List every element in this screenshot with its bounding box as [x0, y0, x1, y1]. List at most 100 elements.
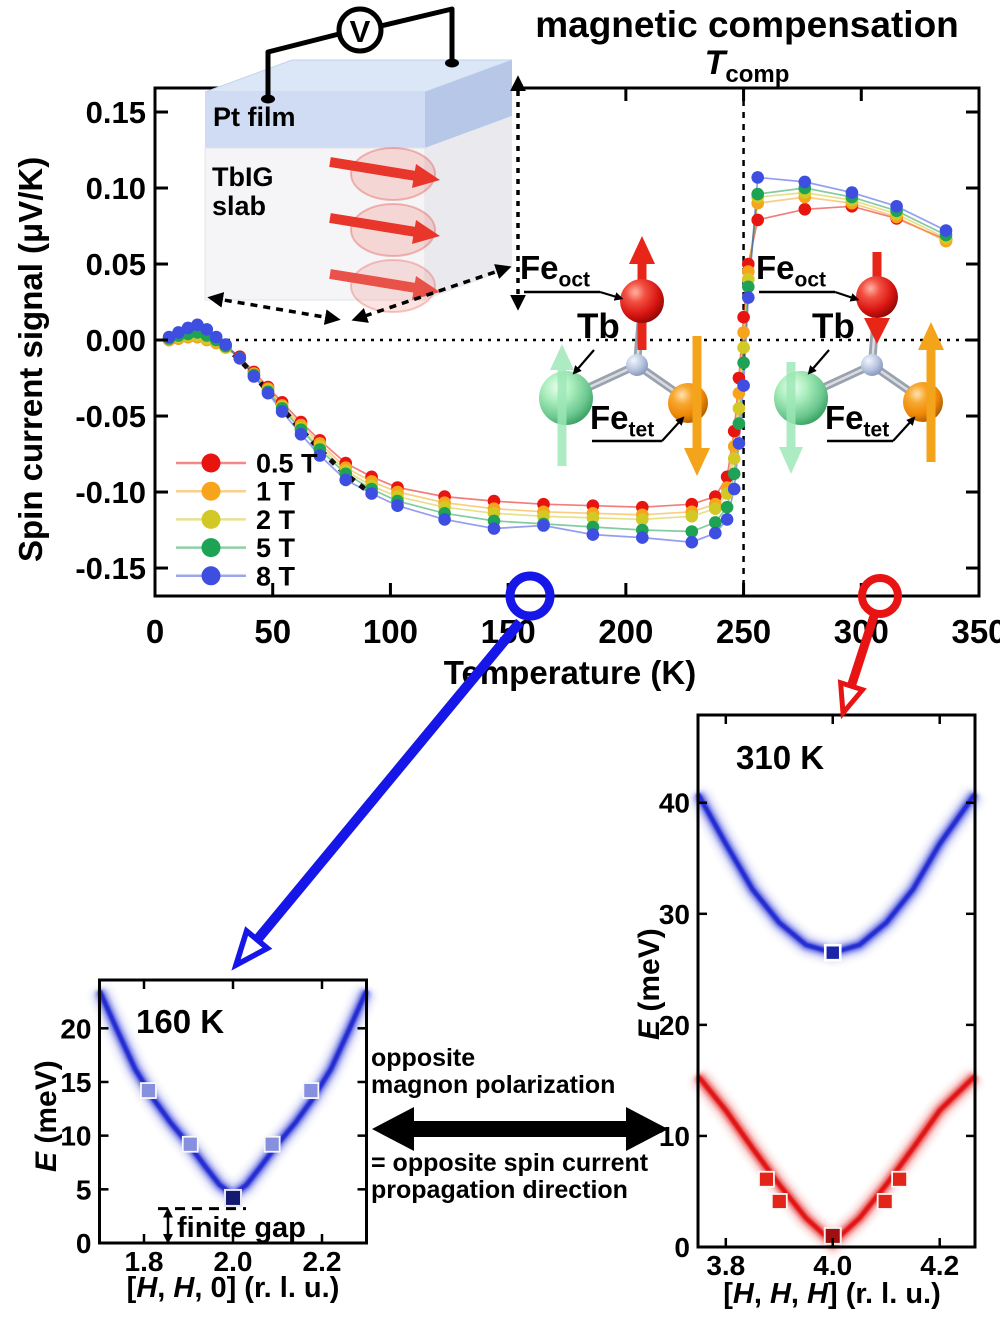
- data-point: [720, 513, 734, 526]
- x-tick-label: 2.2: [303, 1246, 342, 1277]
- data-point: [200, 323, 214, 336]
- spin-cone-1: [329, 147, 440, 201]
- data-point: [365, 487, 378, 500]
- data-point: [313, 449, 327, 462]
- contact-right: [445, 58, 459, 68]
- data-point: [727, 452, 741, 465]
- feoct-moment-down-head: [864, 318, 890, 344]
- y-tick-label: 5: [76, 1174, 92, 1205]
- fetet-pointer-arrow: [661, 416, 685, 442]
- marker-circle-160K: [505, 571, 555, 621]
- tbig-slab-label: TbIG slab: [212, 163, 274, 221]
- tcomp-label: Tcomp: [647, 44, 847, 89]
- square-marker: [891, 1170, 909, 1188]
- legend-marker: [201, 538, 221, 558]
- finite-gap-label: finite gap: [177, 1212, 306, 1244]
- pt-film-label: Pt film: [213, 102, 296, 132]
- spin-structure-below-tcomp: [524, 236, 710, 476]
- legend-label: 8 T: [256, 561, 296, 591]
- data-point: [709, 502, 722, 515]
- x-tick-label: 3.8: [706, 1250, 745, 1281]
- data-point: [720, 500, 734, 514]
- dispersion-chart-310K: 3.8 4.0 4.2 0 10 20 30 40: [659, 713, 982, 1281]
- data-point: [537, 519, 550, 532]
- temperature-label-310K: 310 K: [736, 739, 825, 776]
- blue-arrow-to-160K-plot: [253, 618, 524, 944]
- data-point: [586, 528, 600, 541]
- square-marker: [758, 1170, 775, 1188]
- data-point: [275, 405, 289, 418]
- y-tick-label: 0.15: [86, 95, 146, 130]
- y-tick-label: 10: [659, 1121, 690, 1152]
- marker-circle-310K: [858, 574, 902, 618]
- square-marker: [770, 1193, 788, 1210]
- x-tick-label: 1.8: [125, 1246, 164, 1277]
- data-point: [727, 482, 741, 496]
- square-marker: [302, 1082, 320, 1099]
- x-tick-label: 350: [951, 613, 1000, 650]
- data-point: [732, 417, 746, 430]
- y-tick-label: 10: [60, 1121, 91, 1152]
- spin-current-chart: 0501001502002503003500.150.100.050.00-0.…: [75, 86, 1000, 650]
- x-tick-label: 0: [146, 613, 164, 650]
- data-point: [751, 171, 764, 184]
- data-point: [939, 224, 953, 237]
- y-tick-label: 20: [659, 1010, 690, 1041]
- data-point: [727, 467, 741, 481]
- tb-label-left: Tb: [577, 307, 620, 346]
- x-tick-label: 100: [363, 613, 418, 650]
- tb-label-right: Tb: [812, 307, 855, 346]
- data-point: [742, 291, 755, 304]
- data-point: [685, 535, 699, 549]
- y-tick-label: -0.15: [75, 551, 146, 586]
- data-point: [737, 379, 750, 392]
- tbig-side: [425, 116, 512, 300]
- data-point: [751, 213, 764, 227]
- fetet-moment-down: [684, 336, 710, 476]
- data-point: [391, 499, 404, 512]
- spin-cone-2: [329, 203, 440, 257]
- data-point: [685, 510, 699, 523]
- x-tick-label: 4.2: [920, 1250, 959, 1281]
- data-point: [845, 186, 859, 199]
- dotted-guide-line: [210, 339, 369, 493]
- feoct-sphere: [620, 279, 664, 323]
- data-point: [732, 402, 746, 415]
- data-point: [438, 513, 451, 526]
- x-axis-title-310K: [H, H, H] (r. l. u.): [723, 1278, 941, 1310]
- feoct-moment-up-head: [629, 236, 655, 264]
- plot-frame: [696, 713, 977, 1249]
- pt-film-front: [205, 92, 425, 148]
- data-point: [586, 511, 600, 525]
- y-tick-label: 0.10: [86, 171, 146, 206]
- fetet-pointer-arrow: [892, 416, 916, 442]
- data-point: [737, 356, 750, 370]
- x-tick-label: 50: [254, 613, 291, 650]
- y-tick-label: 0: [76, 1228, 92, 1259]
- wire-left: [265, 31, 342, 101]
- x-tick-label: 250: [716, 613, 771, 650]
- oxygen-node-sphere: [861, 354, 883, 376]
- x-axis-title-160K: [H, H, 0] (r. l. u.): [126, 1272, 340, 1304]
- feoct-label-left: Feoct: [520, 249, 591, 292]
- data-point: [737, 310, 750, 324]
- square-marker-open: [823, 943, 842, 962]
- data-point: [636, 513, 649, 526]
- y-tick-label: 30: [659, 899, 690, 930]
- y-tick-label: -0.05: [75, 399, 146, 434]
- square-marker: [876, 1193, 894, 1210]
- square-marker: [263, 1135, 281, 1153]
- x-tick-label: 2.0: [214, 1246, 253, 1277]
- square-marker: [181, 1135, 199, 1153]
- tb-moment-up: [550, 344, 574, 466]
- data-point: [685, 525, 699, 538]
- feoct-sphere: [856, 276, 898, 318]
- y-tick-label: -0.10: [75, 475, 146, 510]
- data-point: [732, 437, 746, 450]
- feoct-pointer-arrow: [599, 290, 624, 301]
- y-tick-label: 0: [674, 1232, 690, 1263]
- double-arrow-horizontal: [372, 1107, 668, 1151]
- data-point: [339, 473, 353, 487]
